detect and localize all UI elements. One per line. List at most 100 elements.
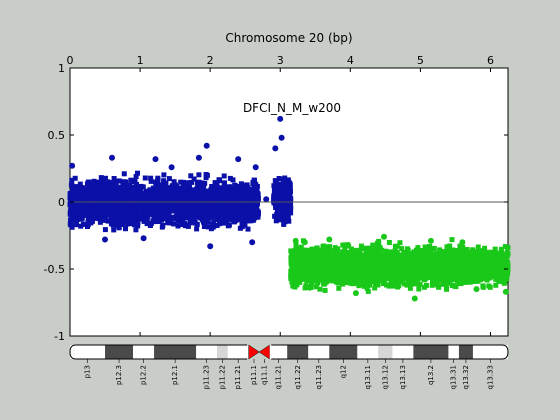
data-point <box>225 223 231 229</box>
data-point <box>111 227 117 233</box>
data-point <box>194 226 200 232</box>
data-point <box>285 213 291 219</box>
data-point <box>120 183 126 189</box>
data-point <box>90 207 95 213</box>
data-point <box>205 217 210 223</box>
data-point <box>235 189 241 195</box>
data-point <box>83 185 89 191</box>
series-1 <box>288 233 511 302</box>
data-point <box>118 207 124 213</box>
data-point <box>77 201 83 207</box>
data-point <box>229 185 235 191</box>
data-point <box>141 208 147 214</box>
data-point <box>370 242 376 248</box>
data-point <box>284 209 290 215</box>
data-point <box>143 214 149 220</box>
data-point <box>203 206 208 212</box>
data-point <box>203 172 209 177</box>
data-point <box>399 246 405 252</box>
data-point <box>117 196 123 202</box>
data-point <box>85 200 91 206</box>
data-point <box>77 189 83 195</box>
data-point <box>153 179 159 185</box>
data-point <box>272 189 278 195</box>
data-point <box>321 246 327 252</box>
data-point <box>192 219 198 225</box>
data-point <box>175 218 181 224</box>
data-point <box>279 184 285 190</box>
data-point <box>145 209 150 215</box>
data-point <box>245 185 251 191</box>
data-point <box>273 198 279 204</box>
data-point <box>383 248 389 254</box>
data-point <box>172 193 178 199</box>
data-point <box>82 208 88 213</box>
data-point <box>404 246 410 252</box>
data-point <box>293 277 299 283</box>
data-point <box>172 207 178 213</box>
data-point <box>219 210 224 216</box>
data-point <box>180 192 186 198</box>
data-point <box>166 176 172 182</box>
data-point <box>129 205 135 211</box>
data-point <box>287 193 293 199</box>
data-point <box>205 224 211 230</box>
data-point <box>477 248 483 254</box>
data-point <box>216 203 222 209</box>
data-point <box>342 246 348 252</box>
data-point <box>161 172 167 178</box>
data-point <box>105 200 111 206</box>
data-point <box>278 211 284 217</box>
data-point <box>241 187 247 193</box>
data-point <box>173 188 179 194</box>
data-point <box>82 204 88 210</box>
data-point <box>251 213 257 219</box>
data-point <box>77 195 83 201</box>
data-point <box>460 244 466 250</box>
data-point <box>251 207 257 213</box>
data-point <box>174 215 180 220</box>
data-point <box>201 219 206 225</box>
data-point <box>276 176 282 181</box>
data-point <box>130 192 136 198</box>
data-point <box>133 227 139 233</box>
data-point <box>419 275 425 281</box>
data-point <box>240 183 246 189</box>
data-point <box>126 214 132 220</box>
data-point <box>138 184 144 190</box>
data-point <box>180 214 186 220</box>
data-point <box>185 204 191 210</box>
data-point <box>148 178 154 184</box>
data-point <box>394 243 400 249</box>
data-point <box>192 201 198 207</box>
data-point <box>186 198 192 204</box>
data-point <box>394 279 400 285</box>
data-point <box>85 211 90 217</box>
data-point <box>124 186 130 192</box>
data-point <box>275 192 280 198</box>
data-point <box>86 183 92 189</box>
data-point <box>302 250 308 256</box>
data-point <box>201 214 207 220</box>
data-point <box>137 205 142 211</box>
data-point <box>304 278 310 284</box>
data-point <box>158 193 164 199</box>
data-point <box>69 224 75 230</box>
data-point <box>211 191 217 197</box>
data-point <box>174 210 180 216</box>
data-point <box>234 201 240 207</box>
data-point <box>282 206 288 212</box>
data-point <box>214 198 219 204</box>
data-point <box>342 242 348 248</box>
data-point <box>159 203 165 209</box>
data-point <box>130 218 136 224</box>
data-point <box>376 238 382 244</box>
chart-title: Chromosome 20 (bp) <box>225 31 352 45</box>
data-point <box>179 216 185 222</box>
data-point <box>163 193 169 199</box>
data-point <box>126 196 131 202</box>
data-point <box>241 201 247 206</box>
data-point <box>196 180 202 186</box>
data-point <box>166 190 171 195</box>
data-point <box>243 211 249 217</box>
